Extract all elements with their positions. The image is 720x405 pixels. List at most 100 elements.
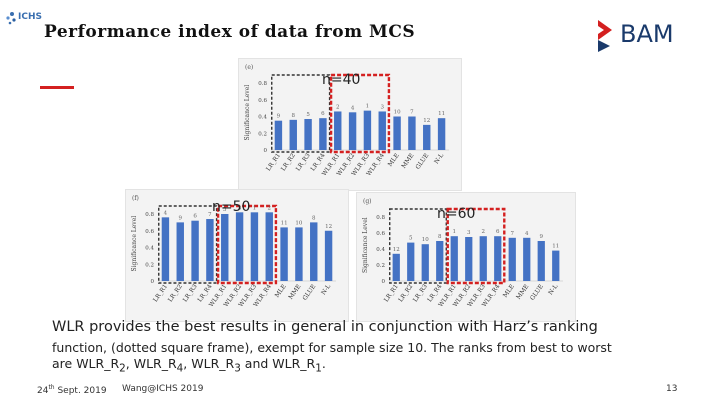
rank-label: 5: [409, 236, 413, 242]
rank-label: 6: [496, 229, 500, 235]
chart-e-svg: (e)Significance Level00.20.40.60.89LR_R1…: [244, 64, 449, 177]
bar-LR_R2: [407, 242, 415, 281]
rank-label: 6: [321, 111, 325, 117]
bar-N-L: [324, 230, 333, 281]
y-axis-label: Significance Level: [131, 216, 138, 272]
y-tick-label: 0.4: [376, 247, 385, 253]
rank-label: 7: [208, 212, 212, 218]
rank-label: 9: [540, 234, 544, 240]
bar-LR_R1: [161, 217, 170, 281]
rank-label: 4: [525, 231, 529, 237]
bar-WLR_R1: [221, 214, 229, 281]
rank-label: 7: [511, 231, 515, 237]
chart-panel-f: (f) Significance Level 0 0.2 0.4 0.6 0.8 4 LR_R1…: [125, 189, 349, 322]
y-tick-label: 0.2: [258, 131, 267, 137]
bar-WLR_R4: [378, 111, 386, 150]
body-text-paragraph: function, (dotted square frame), exempt …: [52, 340, 702, 377]
y-tick-label: 0.8: [376, 215, 385, 221]
bar-GLUE: [537, 241, 545, 281]
bar-WLR_R1: [334, 111, 342, 150]
y-axis-label: Significance Level: [362, 217, 369, 273]
wlr-group-frame: [329, 73, 391, 154]
body-text-line1: WLR provides the best results in general…: [52, 319, 598, 335]
y-tick-label: 0.2: [376, 263, 385, 269]
rank-label: 2: [268, 205, 272, 211]
bar-LR_R4: [206, 219, 214, 281]
x-tick-label: N-L: [433, 152, 445, 165]
bar-LR_R4: [436, 241, 444, 281]
bar-MME: [295, 227, 303, 281]
ichs-logo: ICHS: [4, 4, 44, 34]
rank-label: 3: [467, 230, 471, 236]
chart-panel-e: (e) Significance Level 0 0.2 0.4 0.6 0.8 9 LR_R1…: [238, 58, 462, 191]
bar-WLR_R1: [450, 236, 458, 281]
rank-label: 5: [223, 207, 227, 213]
bar-LR_R1: [392, 253, 400, 281]
rank-label: 10: [422, 237, 429, 243]
y-tick-label: 0: [151, 279, 155, 285]
x-tick-label: MLE: [502, 283, 516, 299]
rank-label: 8: [438, 234, 442, 240]
y-tick-label: 0.4: [258, 115, 267, 121]
bar-LR_R2: [289, 119, 297, 150]
bar-LR_R1: [274, 120, 283, 150]
bar-N-L: [552, 250, 560, 281]
rank-label: 2: [482, 229, 486, 235]
rank-label: 7: [410, 110, 414, 116]
chart-panel-g: (g) Significance Level 0 0.2 0.4 0.6 0.8 12 LR_R…: [356, 192, 576, 322]
body-text-line2: function, (dotted square frame), exempt …: [52, 340, 612, 355]
n-label-g: n=60: [437, 206, 476, 222]
ichs-logo-text: ICHS: [18, 12, 42, 22]
wlr-group-frame: [216, 204, 278, 285]
lr-group-frame: [158, 205, 218, 284]
bar-WLR_R2: [465, 237, 473, 281]
wlr-group-frame: [446, 207, 506, 285]
ichs-logo-mark-icon: [6, 12, 16, 25]
chart-g-svg: (g)Significance Level00.20.40.60.812LR_R…: [362, 198, 563, 308]
bar-WLR_R2: [348, 112, 357, 150]
rank-label: 10: [394, 110, 401, 116]
y-tick-label: 0.6: [145, 229, 154, 235]
y-tick-label: 0.6: [376, 231, 385, 237]
y-tick-label: 0: [264, 148, 268, 154]
bam-logo: BAM: [596, 16, 686, 56]
y-tick-label: 0.2: [145, 262, 154, 268]
rank-label: 1: [453, 229, 457, 235]
bar-MLE: [393, 116, 401, 150]
bar-GLUE: [423, 124, 431, 150]
x-tick-label: GLUE: [414, 152, 430, 171]
bar-WLR_R4: [494, 236, 502, 281]
rank-label: 9: [277, 114, 281, 120]
bam-logo-mark-icon: [598, 20, 612, 52]
bar-LR_R3: [421, 244, 429, 281]
rank-label: 8: [312, 215, 316, 221]
rank-label: 4: [351, 105, 355, 111]
bar-N-L: [437, 118, 446, 150]
rank-label: 6: [193, 214, 197, 220]
n-label-f: n=50: [212, 199, 251, 215]
bar-MME: [523, 237, 531, 281]
page-number: 13: [666, 384, 678, 394]
bar-LR_R4: [319, 118, 327, 150]
rank-label: 4: [164, 210, 168, 216]
bar-GLUE: [310, 222, 318, 281]
rank-label: 1: [253, 205, 257, 211]
accent-divider: [40, 86, 74, 89]
body-text-line3: are WLR_R2, WLR_R4, WLR_R3 and WLR_R1.: [52, 356, 326, 375]
footer-center: Wang@ICHS 2019: [122, 384, 204, 394]
bar-WLR_R2: [235, 212, 244, 281]
bar-MLE: [280, 227, 288, 281]
bar-MME: [408, 116, 416, 150]
y-tick-label: 0: [382, 279, 386, 285]
rank-label: 11: [438, 111, 445, 117]
x-tick-label: GLUE: [529, 283, 545, 302]
page-title: Performance index of data from MCS: [44, 22, 416, 42]
rank-label: 3: [381, 104, 385, 110]
rank-label: 11: [552, 244, 559, 250]
rank-label: 12: [393, 247, 400, 253]
lr-group-frame: [271, 74, 331, 153]
panel-letter: (e): [245, 64, 253, 71]
rank-label: 9: [179, 215, 183, 221]
rank-label: 8: [292, 113, 296, 119]
n-label-e: n=40: [322, 72, 361, 88]
